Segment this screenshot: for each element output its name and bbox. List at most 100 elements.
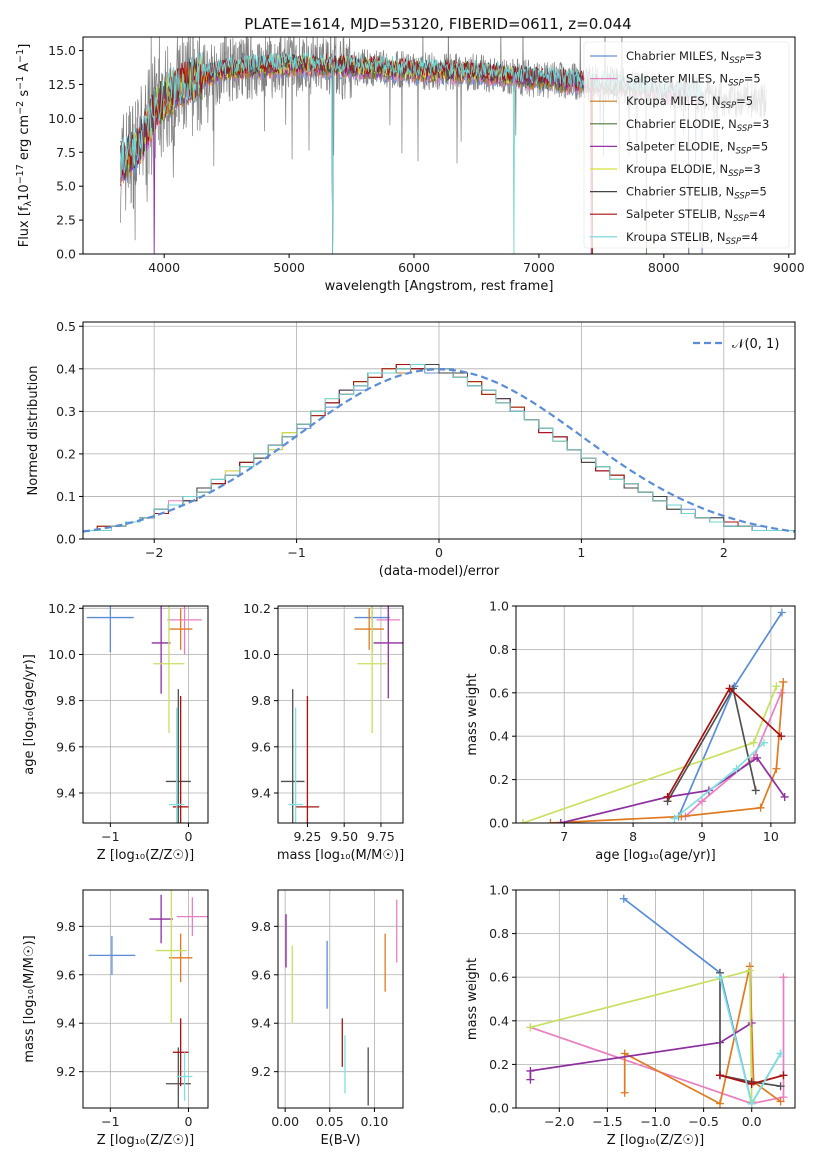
weight-series-line — [666, 686, 757, 802]
legend-entry: Salpeter STELIB, NSSP=4 — [626, 207, 766, 224]
weight-vs-Z-xtick-label: −1.5 — [592, 1114, 622, 1129]
mass-vs-Z-xtick-label: −1 — [101, 1114, 119, 1129]
weight-vs-Z-ylabel: mass weight — [465, 958, 480, 1040]
normal-curve-line — [83, 368, 795, 533]
weight-vs-Z-ytick-label: 0.6 — [489, 970, 509, 985]
weight-marker — [747, 1080, 756, 1089]
legend-entry: Chabrier MILES, NSSP=3 — [626, 49, 762, 66]
errorbar-point — [168, 608, 193, 650]
errorbar-point — [295, 696, 320, 823]
residuals-axes: −2 −1 0 1 2 0.0 0.1 0.2 0.3 0.4 0.5 (data-model)/er… — [26, 319, 795, 579]
weight-series-line — [529, 1022, 753, 1080]
mass-vs-Z-ytick-label: 9.8 — [56, 919, 76, 934]
weight-marker — [772, 764, 781, 773]
legend-entry: Kroupa MILES, NSSP=5 — [626, 94, 753, 111]
errorbar-point — [149, 894, 173, 944]
errorbar-point — [288, 707, 303, 823]
mass-vs-Z-plot-area — [88, 890, 208, 1108]
mass-vs-ebv-xtick-label: 0.10 — [361, 1114, 389, 1129]
spectrum-xlabel: wavelength [Angstrom, rest frame] — [325, 279, 554, 294]
errorbar-point — [168, 933, 193, 983]
weight-vs-age-ytick-label: 0.6 — [489, 685, 509, 700]
mass-vs-Z-frame — [82, 889, 209, 1109]
weight-marker — [620, 1088, 629, 1097]
residuals-ytick-label: 0.2 — [56, 446, 76, 461]
spectrum-frame — [82, 36, 796, 255]
model-spectrum-line — [120, 53, 593, 254]
mass-vs-Z-ytick-label: 9.6 — [56, 967, 76, 982]
weight-vs-age-xtick-label: 8 — [629, 829, 637, 844]
weight-series-line — [522, 685, 778, 823]
residuals-ytick-label: 0.4 — [56, 361, 76, 376]
age-vs-Z-ytick-label: 9.4 — [56, 785, 76, 800]
weight-series-line — [530, 977, 785, 1105]
weight-vs-Z-xlabel: Z [log₁₀(Z/Z☉)] — [607, 1133, 704, 1148]
spectrum-xtick-label: 7000 — [523, 260, 555, 275]
mass-vs-ebv-xtick-label: 0.05 — [316, 1114, 344, 1129]
mass-vs-ebv-xtick-label: 0.00 — [271, 1114, 299, 1129]
weight-vs-Z-ytick-label: 0.4 — [489, 1013, 509, 1028]
residuals-ytick-label: 0.0 — [56, 532, 76, 547]
weight-vs-Z-ytick-label: 1.0 — [489, 883, 509, 898]
spectrum-xtick-label: 9000 — [773, 260, 805, 275]
weight-marker — [747, 1018, 756, 1027]
mass-vs-Z-ytick-label: 9.4 — [56, 1016, 76, 1031]
residuals-ytick-label: 0.5 — [56, 319, 76, 334]
errorbar-point — [86, 606, 134, 653]
spectrum-ytick-label: 12.5 — [48, 77, 76, 92]
age-vs-Z-ytick-label: 10.2 — [48, 601, 76, 616]
mass-vs-ebv-ytick-label: 9.2 — [251, 1064, 271, 1079]
mass-vs-ebv-ytick-label: 9.6 — [251, 967, 271, 982]
weight-vs-age-xtick-label: 7 — [560, 829, 568, 844]
age-vs-Z-ytick-label: 10.0 — [48, 647, 76, 662]
weight-marker — [619, 894, 628, 903]
weight-vs-Z-frame — [515, 889, 796, 1109]
weight-vs-age-frame — [515, 605, 796, 824]
mass-vs-ebv-axes: 0.00 0.05 0.10 9.2 9.4 9.6 9.8 E(B-V) — [251, 890, 403, 1148]
spectrum-ylabel: Flux [fλ10−17 erg cm−2 s−1 A−1] — [15, 44, 34, 248]
weight-marker — [715, 973, 724, 982]
spectrum-xtick-label: 4000 — [148, 260, 180, 275]
weight-marker — [556, 819, 565, 823]
errorbar-point — [373, 606, 403, 699]
legend-entry: Kroupa STELIB, NSSP=4 — [626, 230, 758, 247]
weight-marker — [779, 1093, 788, 1102]
weight-marker — [715, 1071, 724, 1080]
weight-marker — [772, 682, 781, 691]
weight-series-line — [719, 972, 781, 1088]
errorbar-point — [165, 689, 191, 823]
weight-marker — [732, 764, 741, 773]
errorbar-point — [357, 606, 387, 733]
spectrum-legend: Chabrier MILES, NSSP=3 Salpeter MILES, NS… — [583, 41, 790, 249]
age-vs-mass-xtick-label: 9.75 — [367, 829, 395, 844]
spectrum-ytick-label: 2.5 — [56, 213, 76, 228]
weight-vs-Z-xtick-label: −2.0 — [544, 1114, 574, 1129]
errorbar-point — [151, 606, 171, 694]
weight-marker — [670, 814, 679, 823]
weight-vs-Z-xtick-label: −0.5 — [688, 1114, 718, 1129]
weight-marker — [725, 684, 734, 693]
weight-marker — [776, 1097, 785, 1106]
age-vs-mass-ytick-label: 9.8 — [251, 693, 271, 708]
residuals-xtick-label: −1 — [287, 545, 305, 560]
residuals-ytick-label: 0.3 — [56, 404, 76, 419]
weight-marker — [753, 753, 762, 762]
weight-marker — [698, 797, 706, 806]
weight-marker — [745, 966, 754, 975]
age-vs-Z-ytick-label: 9.6 — [56, 739, 76, 754]
mass-vs-Z-ytick-label: 9.2 — [56, 1064, 76, 1079]
weight-marker — [715, 1099, 724, 1108]
age-vs-Z-ylabel: age [log₁₀(age/yr)] — [22, 654, 37, 775]
errorbar-point — [172, 696, 189, 823]
weight-vs-Z-ytick-label: 0.2 — [489, 1057, 509, 1072]
residuals-xtick-label: −2 — [145, 545, 163, 560]
weight-vs-age-xlabel: age [log₁₀(age/yr)] — [595, 848, 716, 863]
errorbar-point — [172, 1018, 189, 1087]
age-vs-mass-ytick-label: 9.6 — [251, 739, 271, 754]
mass-vs-ebv-plot-area — [285, 899, 398, 1106]
age-vs-mass-xlabel: mass [log₁₀(M/M☉)] — [277, 848, 404, 863]
age-vs-mass-frame — [277, 605, 404, 824]
spectrum-ytick-label: 15.0 — [48, 43, 76, 58]
residuals-xtick-label: 2 — [720, 545, 728, 560]
weight-marker — [760, 738, 768, 747]
